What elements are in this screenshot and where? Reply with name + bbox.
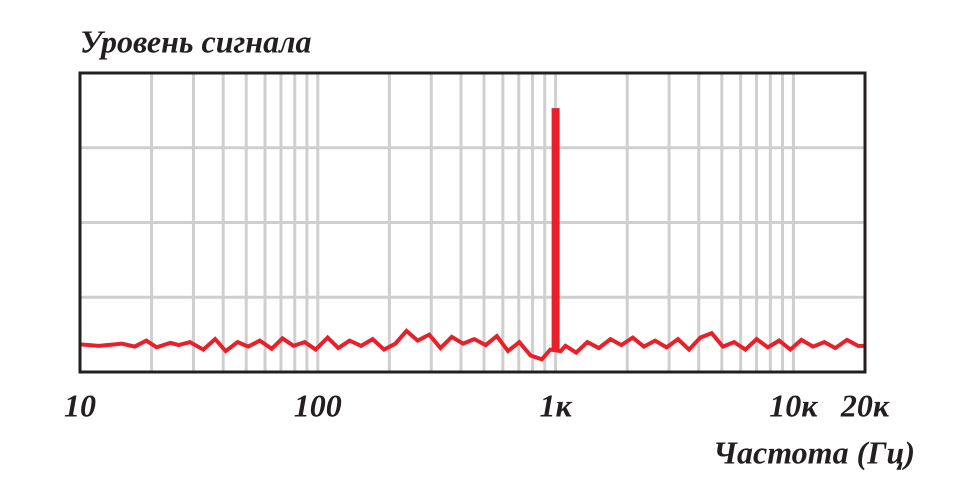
chart-title: Уровень сигнала <box>80 23 311 59</box>
x-tick-label: 20к <box>840 387 890 423</box>
x-tick-label: 10 <box>64 387 96 423</box>
peak-bar <box>551 108 560 350</box>
x-tick-label: 1к <box>539 387 572 423</box>
x-axis-label: Частота (Гц) <box>713 434 915 470</box>
x-tick-label: 100 <box>294 387 342 423</box>
x-tick-label: 10к <box>769 387 818 423</box>
plot-frame <box>78 71 867 374</box>
signal-line <box>79 328 865 362</box>
